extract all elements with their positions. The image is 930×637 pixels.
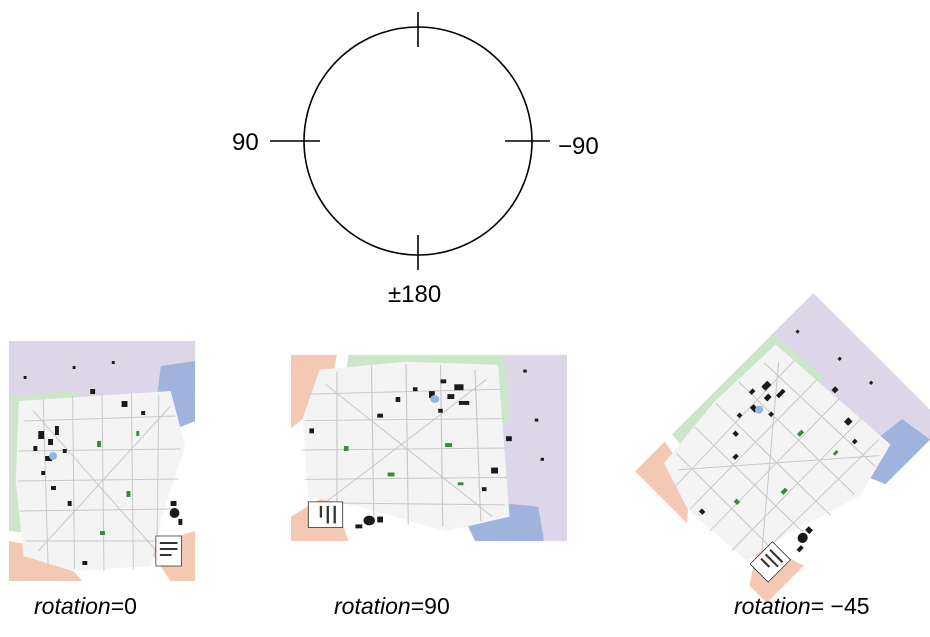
label-90: 90 [232,129,259,156]
label-neg90: −90 [558,133,599,160]
caption-term: rotation [334,593,411,619]
caption-term: rotation [734,593,811,619]
label-pm180: ±180 [388,281,441,308]
caption-value: =90 [410,593,450,619]
caption-rotation-neg45: rotation= −45 [734,592,870,620]
caption-rotation-90: rotation=90 [334,592,450,620]
compass-dial: 90 −90 ±180 [232,12,599,308]
map-rotation-0 [8,340,196,582]
map-rotation-90 [290,354,568,542]
map-rotation-neg45 [634,292,930,604]
caption-rotation-0: rotation=0 [34,592,137,620]
compass-circle [303,26,533,256]
caption-value: = −45 [810,593,870,619]
caption-term: rotation [34,593,111,619]
caption-value: =0 [110,593,137,619]
